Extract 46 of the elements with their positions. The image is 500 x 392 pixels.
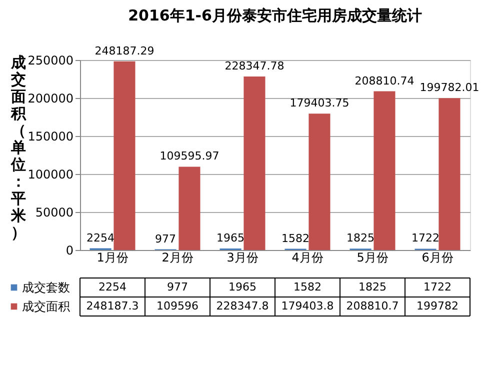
- data-label: 1825: [346, 232, 375, 245]
- data-label: 2254: [86, 231, 115, 244]
- y-tick-label: 0: [66, 244, 74, 258]
- y-tick-label: 250000: [28, 54, 74, 68]
- y-tick-label: 150000: [28, 130, 74, 144]
- x-tick-label: 2月份: [162, 250, 194, 264]
- text: 1582: [294, 280, 322, 294]
- x-tick-label: 3月份: [226, 250, 258, 264]
- text: 1965: [228, 280, 256, 294]
- x-tick-label: 5月份: [356, 250, 388, 264]
- text: 199782: [416, 300, 458, 312]
- text: 228347.8: [216, 300, 269, 312]
- data-label: 1582: [282, 232, 310, 245]
- text: 179403.8: [281, 300, 334, 312]
- data-label: 228347.78: [224, 59, 284, 72]
- legend-label: 成交面积: [22, 300, 70, 314]
- data-label: 208810.74: [354, 74, 414, 88]
- text: 109596: [156, 300, 198, 312]
- text: 1825: [358, 280, 386, 294]
- bar: [178, 166, 200, 250]
- data-label: 977: [155, 232, 176, 246]
- data-label: 1722: [412, 232, 440, 245]
- x-tick-label: 6月份: [422, 250, 454, 264]
- text: 248187.3: [86, 300, 139, 312]
- y-tick-label: 50000: [35, 206, 74, 220]
- bar: [308, 114, 330, 250]
- text: 977: [167, 280, 188, 294]
- chart-title: 2016年1-6月份泰安市住宅用房成交量统计: [128, 6, 422, 24]
- x-tick-label: 4月份: [292, 250, 324, 264]
- bar: [374, 91, 396, 250]
- text: 成交面积（单位：平米）: [11, 54, 26, 242]
- bar: [114, 61, 136, 250]
- legend-label: 成交套数: [22, 280, 70, 294]
- y-tick-label: 100000: [28, 168, 74, 182]
- data-label: 179403.75: [290, 96, 350, 110]
- x-tick-label: 1月份: [96, 250, 128, 264]
- text: 208810.7: [346, 300, 399, 312]
- bar: [438, 98, 460, 250]
- y-tick-label: 200000: [28, 92, 74, 106]
- bar: [244, 76, 266, 250]
- data-label: 109595.97: [160, 150, 220, 163]
- text: 1722: [424, 280, 452, 294]
- data-label: 199782.01: [420, 81, 480, 94]
- data-label: 248187.29: [94, 44, 154, 58]
- text: 2254: [98, 280, 126, 294]
- data-label: 1965: [216, 232, 245, 245]
